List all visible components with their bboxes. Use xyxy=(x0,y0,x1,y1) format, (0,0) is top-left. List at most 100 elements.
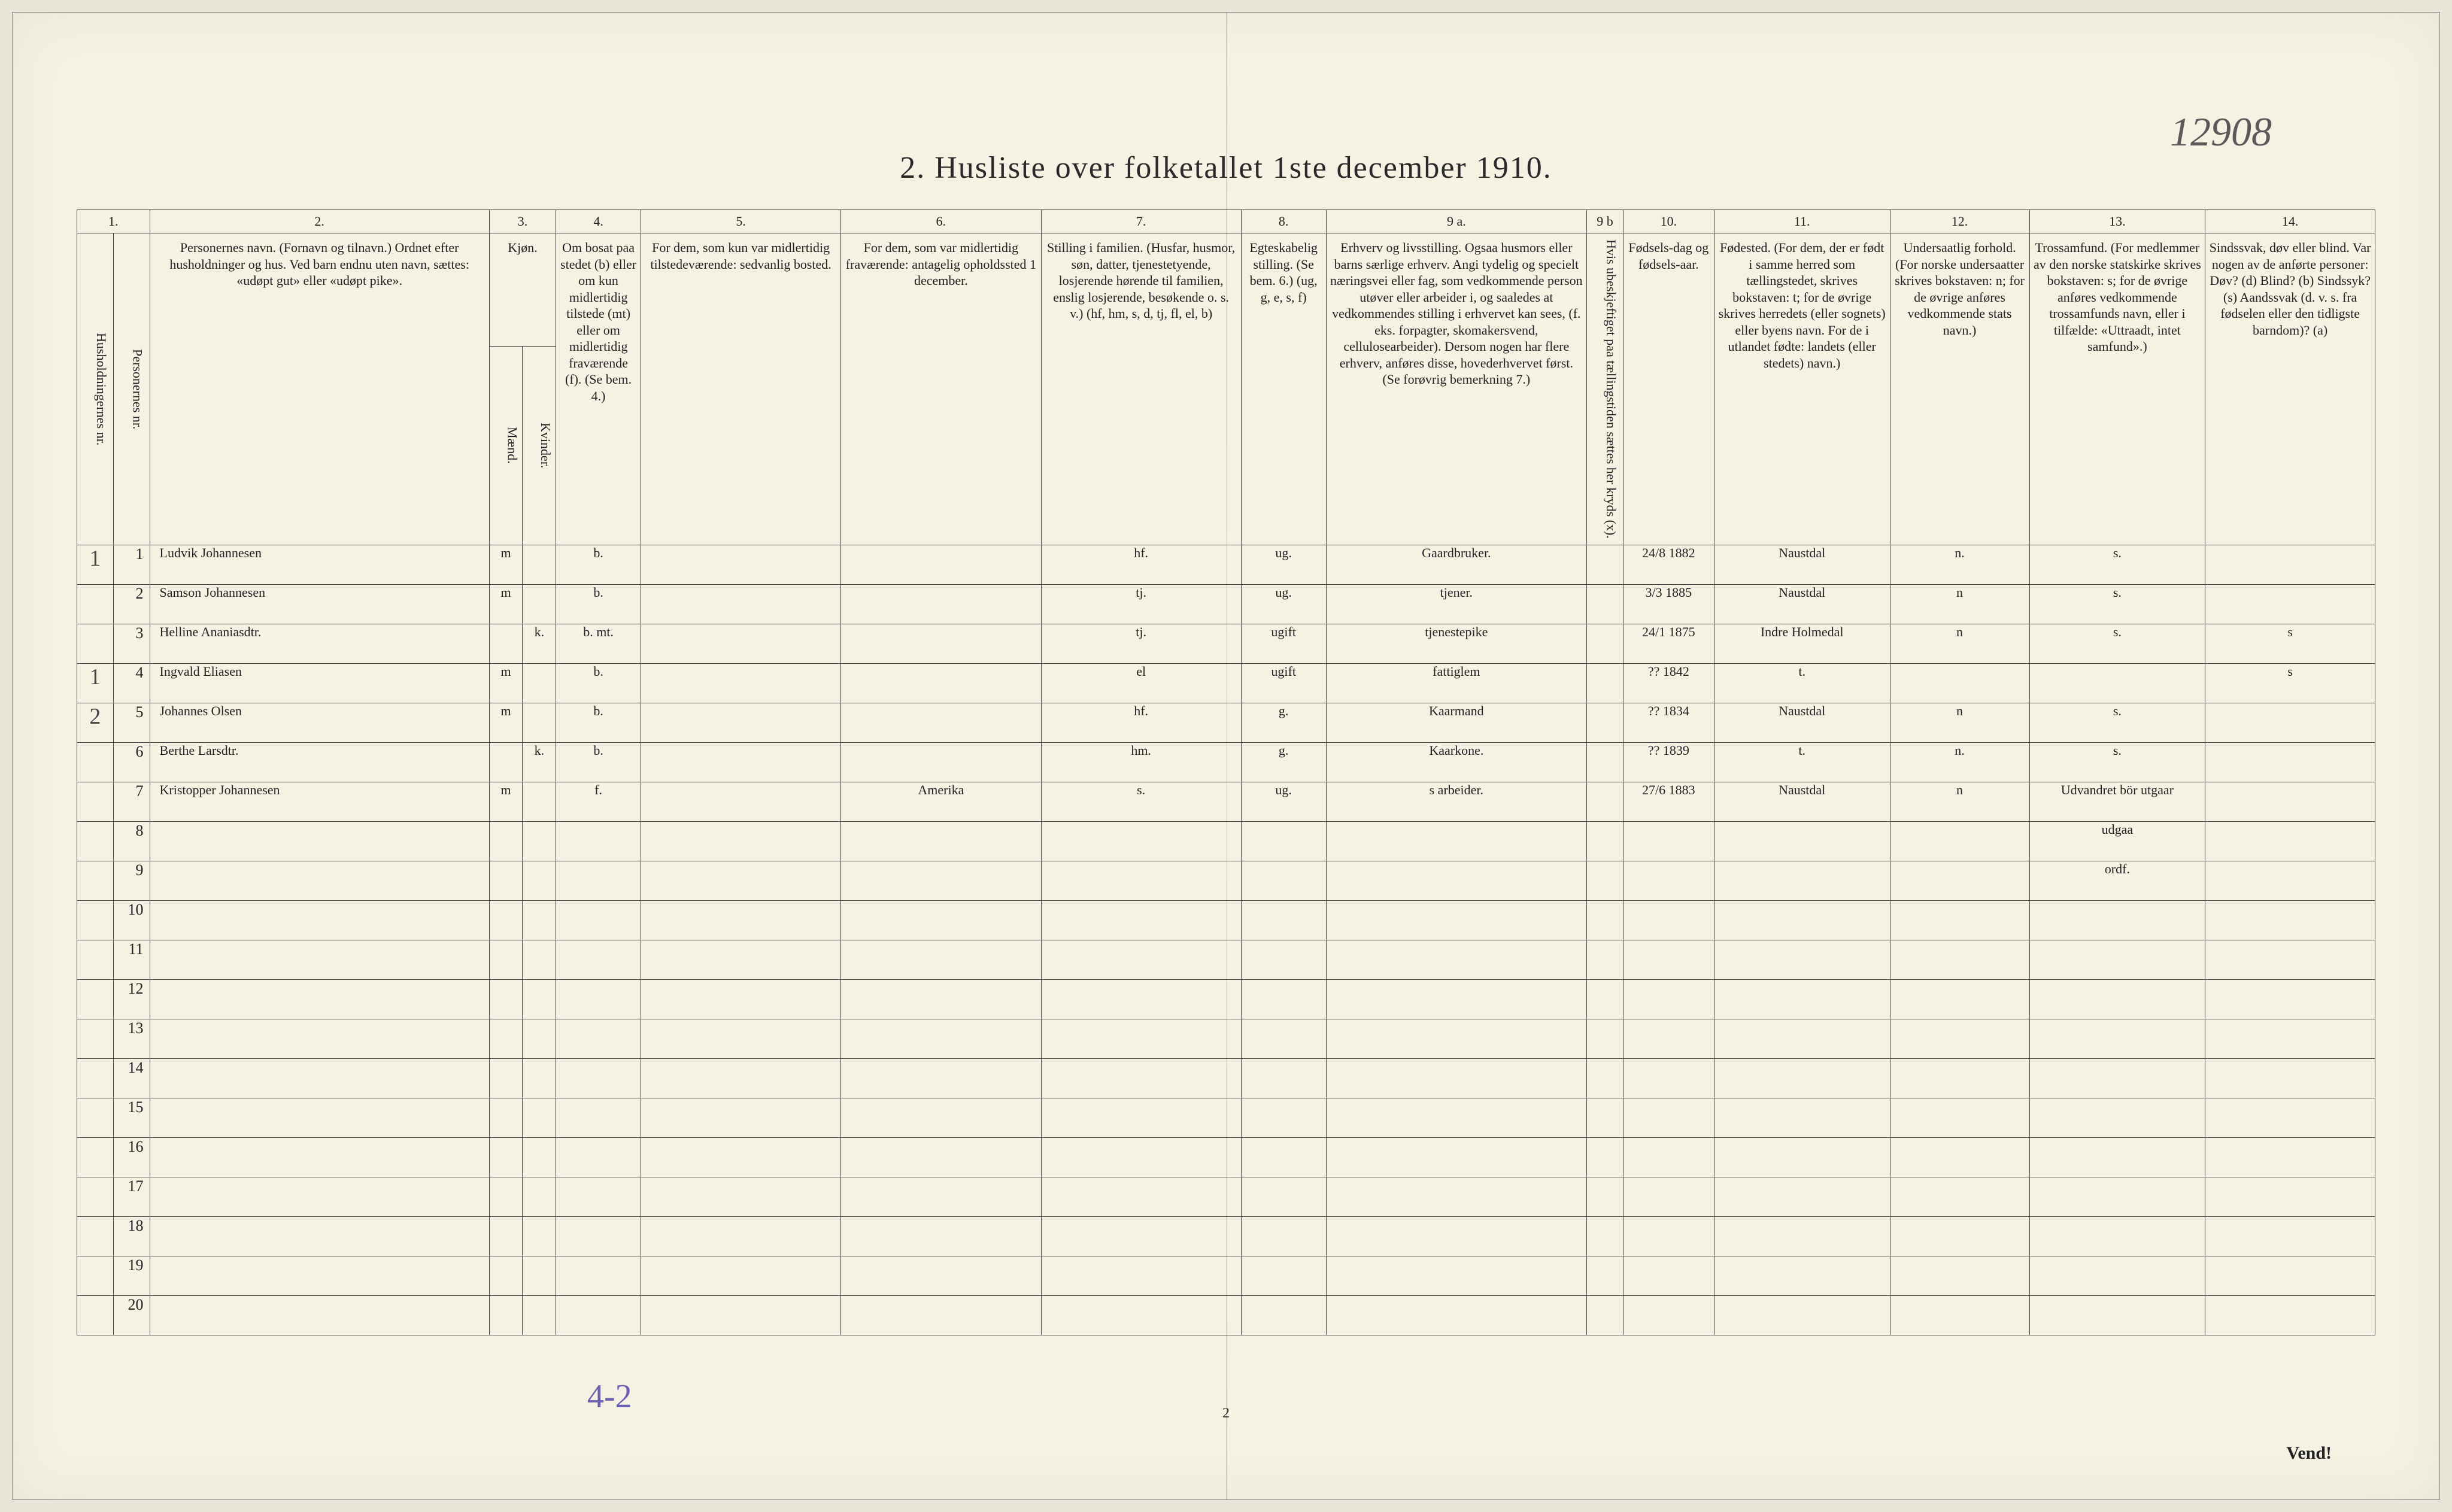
cell xyxy=(1714,900,1890,940)
cell xyxy=(556,1137,641,1177)
cell xyxy=(841,1058,1041,1098)
cell xyxy=(77,1137,114,1177)
cell: 24/1 1875 xyxy=(1623,624,1714,663)
colnum-2: 2. xyxy=(150,210,489,233)
cell xyxy=(1623,821,1714,861)
cell xyxy=(523,1177,556,1216)
cell xyxy=(77,624,114,663)
cell xyxy=(489,1256,523,1295)
cell: s arbeider. xyxy=(1326,782,1587,821)
cell: b. mt. xyxy=(556,624,641,663)
cell xyxy=(2205,940,2375,979)
cell xyxy=(1326,1216,1587,1256)
cell: 5 xyxy=(113,703,150,742)
cell xyxy=(1241,861,1326,900)
cell xyxy=(1241,1216,1326,1256)
cell xyxy=(77,1256,114,1295)
cell xyxy=(1041,1216,1241,1256)
colnum-10: 10. xyxy=(1623,210,1714,233)
cell xyxy=(1587,703,1623,742)
cell: 10 xyxy=(113,900,150,940)
cell xyxy=(150,979,489,1019)
cell xyxy=(1041,861,1241,900)
cell xyxy=(77,1216,114,1256)
colnum-13: 13. xyxy=(2029,210,2205,233)
cell xyxy=(1890,1177,2029,1216)
cell xyxy=(1587,1137,1623,1177)
col-3-header: Kjøn. xyxy=(489,233,556,347)
cell xyxy=(1714,1019,1890,1058)
col-9b-header: Hvis ubeskjeftiget paa tællingstiden sæt… xyxy=(1587,233,1623,545)
cell xyxy=(1890,1058,2029,1098)
cell xyxy=(77,940,114,979)
cell xyxy=(556,1177,641,1216)
cell xyxy=(150,861,489,900)
cell: ?? 1842 xyxy=(1623,663,1714,703)
col-6-header: For dem, som var midlertidig fraværende:… xyxy=(841,233,1041,545)
cell xyxy=(2205,584,2375,624)
cell xyxy=(1890,1137,2029,1177)
cell xyxy=(150,1058,489,1098)
cell xyxy=(1623,979,1714,1019)
cell: 9 xyxy=(113,861,150,900)
bottom-annotation: 4-2 xyxy=(587,1377,632,1416)
cell xyxy=(489,1295,523,1335)
colnum-3: 3. xyxy=(489,210,556,233)
cell xyxy=(1241,1137,1326,1177)
cell xyxy=(1890,821,2029,861)
col-2-header: Personernes navn. (Fornavn og tilnavn.) … xyxy=(150,233,489,545)
col-8-header: Egteskabelig stilling. (Se bem. 6.) (ug,… xyxy=(1241,233,1326,545)
cell xyxy=(1623,940,1714,979)
page-number: 2 xyxy=(1222,1405,1230,1422)
cell xyxy=(1890,1256,2029,1295)
cell: 1 xyxy=(77,545,114,584)
cell xyxy=(2205,1177,2375,1216)
cell: tj. xyxy=(1041,584,1241,624)
cell xyxy=(1041,1256,1241,1295)
cell: m xyxy=(489,584,523,624)
cell xyxy=(489,821,523,861)
cell: udgaa xyxy=(2029,821,2205,861)
cell xyxy=(523,703,556,742)
cell xyxy=(2205,545,2375,584)
cell: t. xyxy=(1714,663,1890,703)
cell: 8 xyxy=(113,821,150,861)
cell xyxy=(489,1098,523,1137)
cell xyxy=(523,900,556,940)
cell xyxy=(1041,1177,1241,1216)
cell: tjenestepike xyxy=(1326,624,1587,663)
cell: m xyxy=(489,703,523,742)
cell xyxy=(2029,1177,2205,1216)
cell xyxy=(1623,861,1714,900)
cell xyxy=(77,1098,114,1137)
cell xyxy=(489,1216,523,1256)
cell xyxy=(1890,1098,2029,1137)
cell: tjener. xyxy=(1326,584,1587,624)
cell xyxy=(1326,821,1587,861)
col-3a-header: Mænd. xyxy=(489,346,523,545)
cell xyxy=(1326,861,1587,900)
cell: ugift xyxy=(1241,624,1326,663)
cell xyxy=(841,861,1041,900)
cell: ordf. xyxy=(2029,861,2205,900)
cell: fattiglem xyxy=(1326,663,1587,703)
cell xyxy=(523,1098,556,1137)
cell xyxy=(523,1256,556,1295)
cell xyxy=(641,821,840,861)
cell xyxy=(1326,940,1587,979)
cell: s. xyxy=(2029,742,2205,782)
cell: 6 xyxy=(113,742,150,782)
cell: 20 xyxy=(113,1295,150,1335)
cell xyxy=(1714,940,1890,979)
cell: k. xyxy=(523,624,556,663)
cell xyxy=(1041,940,1241,979)
colnum-9b: 9 b xyxy=(1587,210,1623,233)
cell xyxy=(77,1295,114,1335)
cell xyxy=(1587,1019,1623,1058)
cell xyxy=(556,1098,641,1137)
cell: Helline Ananiasdtr. xyxy=(150,624,489,663)
cell xyxy=(1587,782,1623,821)
cell xyxy=(523,979,556,1019)
colnum-14: 14. xyxy=(2205,210,2375,233)
cell xyxy=(2205,1019,2375,1058)
